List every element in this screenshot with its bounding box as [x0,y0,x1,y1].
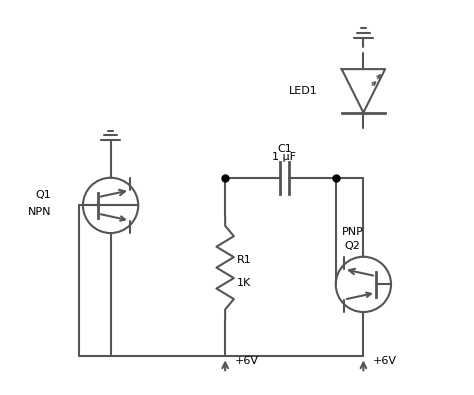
Text: 1 μF: 1 μF [273,152,296,162]
Text: +6V: +6V [235,356,259,367]
Text: LED1: LED1 [289,86,318,96]
Text: 1K: 1K [237,278,251,288]
Text: NPN: NPN [28,207,51,217]
Text: R1: R1 [237,255,252,265]
Text: C1: C1 [277,144,292,154]
Text: Q2: Q2 [345,241,360,251]
Text: PNP: PNP [341,227,363,237]
Text: Q1: Q1 [36,190,51,199]
Text: +6V: +6V [373,356,397,367]
